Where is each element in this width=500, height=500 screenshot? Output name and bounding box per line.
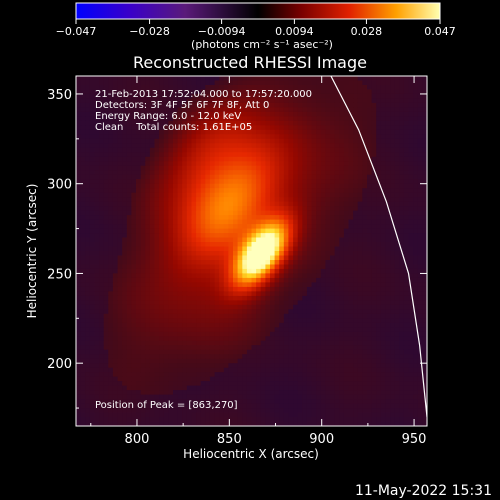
colorbar-tick-label: 0.028	[351, 25, 383, 38]
colorbar-ticks: −0.047 −0.028 −0.0094 0.0094 0.028 0.047	[56, 19, 456, 38]
colorbar	[75, 2, 441, 20]
x-axis-label: Heliocentric X (arcsec)	[183, 447, 319, 461]
x-tick-label: 900	[309, 432, 334, 447]
y-axis-label: Heliocentric Y (arcsec)	[25, 184, 39, 319]
axis-ticks: 800 850 900 950 200 250 300 350	[47, 76, 427, 447]
x-tick-label: 850	[217, 432, 242, 447]
plot-frame	[75, 75, 428, 427]
heatmap-image	[76, 76, 427, 426]
x-tick-label: 800	[125, 432, 150, 447]
annotation-energy: Energy Range: 6.0 - 12.0 keV	[95, 111, 241, 122]
chart-title: Reconstructed RHESSI Image	[133, 53, 367, 72]
colorbar-tick-label: −0.0094	[198, 25, 246, 38]
footer-datetime: 11-May-2022 15:31	[355, 483, 492, 499]
x-tick-label: 950	[402, 432, 427, 447]
colorbar-tick-label: −0.028	[129, 25, 170, 38]
colorbar-tick-label: 0.047	[424, 25, 456, 38]
solar-limb-curve	[330, 76, 427, 418]
annotation-clean: Clean Total counts: 1.61E+05	[95, 122, 252, 133]
annotation-time: 21-Feb-2013 17:52:04.000 to 17:57:20.000	[95, 89, 312, 100]
y-tick-label: 300	[47, 178, 72, 193]
colorbar-tick-label: 0.0094	[275, 25, 314, 38]
y-tick-label: 250	[47, 267, 72, 282]
y-tick-label: 350	[47, 88, 72, 103]
colorbar-tick-label: −0.047	[56, 25, 97, 38]
annotation-detectors: Detectors: 3F 4F 5F 6F 7F 8F, Att 0	[95, 100, 269, 111]
y-tick-label: 200	[47, 357, 72, 372]
colorbar-unit-label: (photons cm⁻² s⁻¹ asec⁻²)	[191, 38, 333, 51]
annotation-peak: Position of Peak = [863,270]	[95, 400, 238, 411]
